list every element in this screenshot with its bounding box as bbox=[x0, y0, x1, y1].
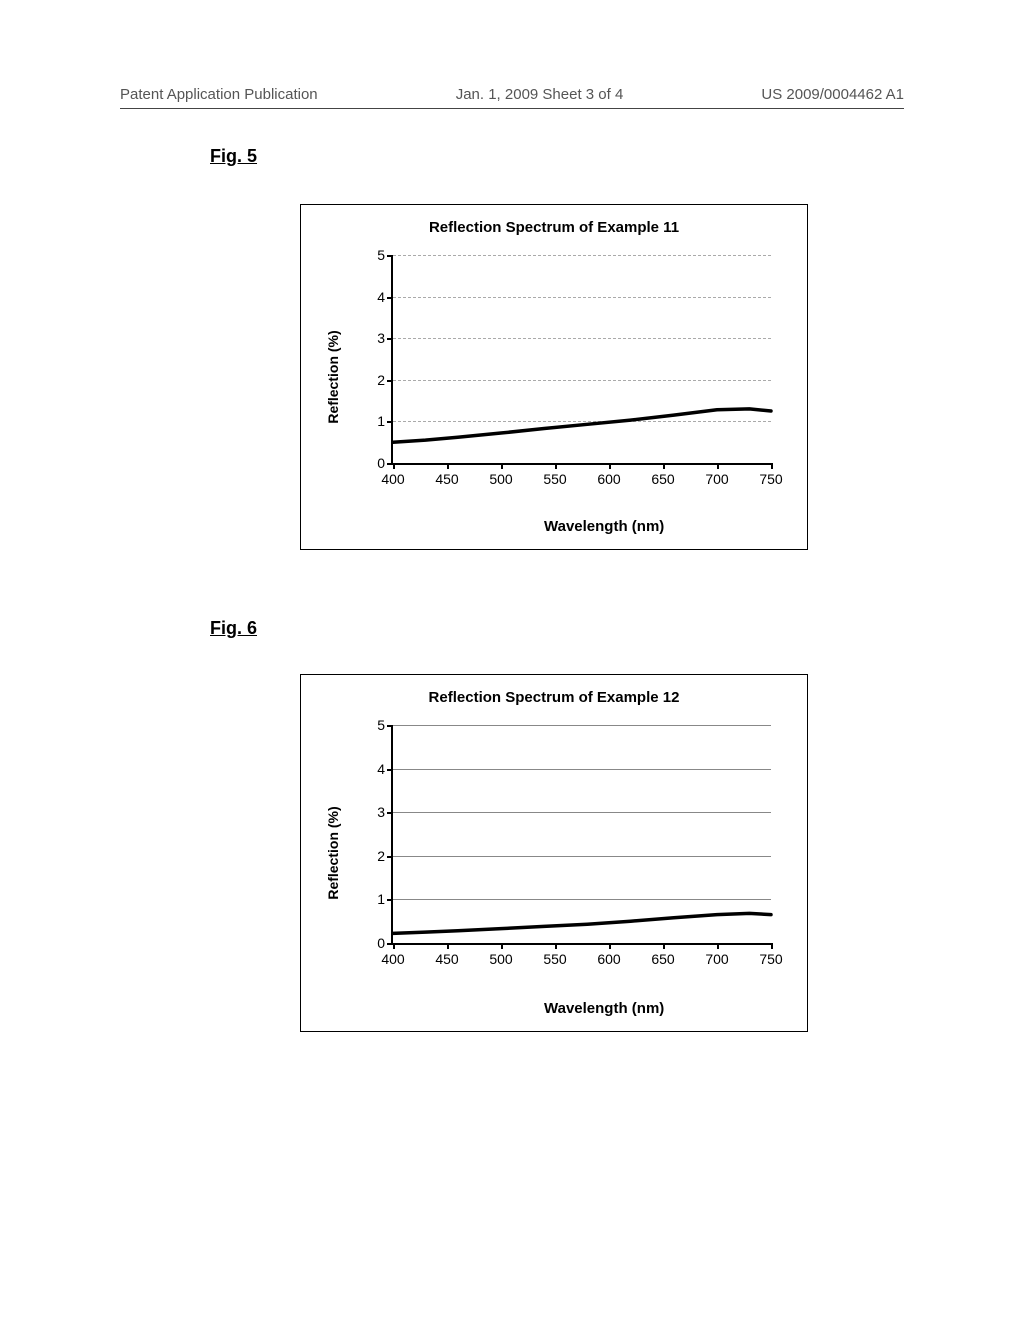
figure-5-ylabel: Reflection (%) bbox=[325, 330, 341, 423]
y-tick-label: 4 bbox=[377, 761, 385, 777]
figure-5-chart: Reflection Spectrum of Example 11 Reflec… bbox=[300, 204, 808, 550]
x-tick bbox=[609, 943, 611, 949]
y-tick-label: 3 bbox=[377, 804, 385, 820]
x-tick bbox=[771, 463, 773, 469]
x-tick-label: 700 bbox=[705, 951, 728, 967]
x-tick bbox=[447, 943, 449, 949]
x-tick bbox=[501, 463, 503, 469]
data-series bbox=[393, 255, 771, 463]
figure-5-label: Fig. 5 bbox=[210, 146, 257, 167]
y-tick-label: 0 bbox=[377, 455, 385, 471]
data-series bbox=[393, 725, 771, 943]
x-tick-label: 750 bbox=[759, 471, 782, 487]
x-tick bbox=[771, 943, 773, 949]
x-tick-label: 450 bbox=[435, 471, 458, 487]
header-left: Patent Application Publication bbox=[120, 86, 318, 103]
y-tick-label: 4 bbox=[377, 289, 385, 305]
x-tick-label: 500 bbox=[489, 471, 512, 487]
y-tick-label: 3 bbox=[377, 330, 385, 346]
x-tick bbox=[393, 463, 395, 469]
x-tick-label: 650 bbox=[651, 951, 674, 967]
x-tick bbox=[393, 943, 395, 949]
x-tick bbox=[663, 463, 665, 469]
x-tick bbox=[501, 943, 503, 949]
x-tick-label: 750 bbox=[759, 951, 782, 967]
x-tick bbox=[609, 463, 611, 469]
x-tick-label: 450 bbox=[435, 951, 458, 967]
x-tick-label: 650 bbox=[651, 471, 674, 487]
y-tick-label: 2 bbox=[377, 848, 385, 864]
x-tick-label: 500 bbox=[489, 951, 512, 967]
figure-6-plot: 012345400450500550600650700750 bbox=[391, 725, 771, 945]
figure-5-title: Reflection Spectrum of Example 11 bbox=[301, 205, 807, 246]
header-center: Jan. 1, 2009 Sheet 3 of 4 bbox=[456, 86, 624, 103]
x-tick-label: 550 bbox=[543, 471, 566, 487]
x-tick-label: 400 bbox=[381, 471, 404, 487]
x-tick bbox=[717, 463, 719, 469]
y-tick-label: 2 bbox=[377, 372, 385, 388]
figure-6-ylabel: Reflection (%) bbox=[325, 806, 341, 899]
y-tick-label: 1 bbox=[377, 413, 385, 429]
x-tick bbox=[447, 463, 449, 469]
header-right: US 2009/0004462 A1 bbox=[761, 86, 904, 103]
figure-6-label: Fig. 6 bbox=[210, 618, 257, 639]
x-tick-label: 400 bbox=[381, 951, 404, 967]
x-tick-label: 700 bbox=[705, 471, 728, 487]
figure-6-xlabel: Wavelength (nm) bbox=[544, 1000, 664, 1017]
y-tick-label: 5 bbox=[377, 717, 385, 733]
figure-5-plot: 012345400450500550600650700750 bbox=[391, 255, 771, 465]
y-tick-label: 5 bbox=[377, 247, 385, 263]
figure-6-chart: Reflection Spectrum of Example 12 Reflec… bbox=[300, 674, 808, 1032]
x-tick bbox=[555, 463, 557, 469]
x-tick-label: 600 bbox=[597, 471, 620, 487]
x-tick-label: 600 bbox=[597, 951, 620, 967]
figure-5-xlabel: Wavelength (nm) bbox=[544, 518, 664, 535]
x-tick bbox=[717, 943, 719, 949]
x-tick bbox=[663, 943, 665, 949]
header-rule bbox=[120, 108, 904, 109]
figure-6-title: Reflection Spectrum of Example 12 bbox=[301, 675, 807, 716]
x-tick bbox=[555, 943, 557, 949]
y-tick-label: 1 bbox=[377, 891, 385, 907]
y-tick-label: 0 bbox=[377, 935, 385, 951]
page-header: Patent Application Publication Jan. 1, 2… bbox=[0, 86, 1024, 103]
x-tick-label: 550 bbox=[543, 951, 566, 967]
